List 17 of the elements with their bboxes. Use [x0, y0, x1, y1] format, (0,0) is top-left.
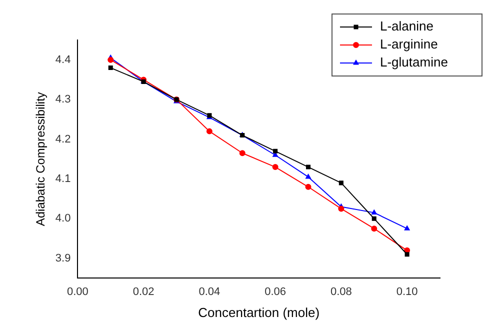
legend-label: L-glutamine — [380, 54, 448, 70]
x-tick-label: 0.06 — [264, 286, 286, 298]
x-tick-label: 0.08 — [330, 286, 352, 298]
x-axis-title: Concentartion (mole) — [198, 304, 320, 320]
y-tick-label: 4.0 — [55, 212, 71, 225]
x-tick-label: 0.10 — [396, 286, 418, 298]
x-tick-label: 0.02 — [132, 286, 154, 298]
x-tick-label: 0.04 — [198, 286, 220, 298]
x-tick-label: 0.00 — [66, 286, 88, 298]
y-tick-label: 4.2 — [55, 133, 71, 146]
y-tick-label: 4.3 — [55, 94, 71, 106]
legend-label: L-alanine — [380, 18, 434, 34]
y-axis-title: Adiabatic Compressibility — [34, 92, 48, 226]
y-tick-label: 3.9 — [55, 252, 71, 264]
y-tick-label: 4.4 — [55, 54, 71, 66]
legend-label: L-arginine — [380, 36, 438, 52]
y-tick-label: 4.1 — [55, 172, 71, 185]
